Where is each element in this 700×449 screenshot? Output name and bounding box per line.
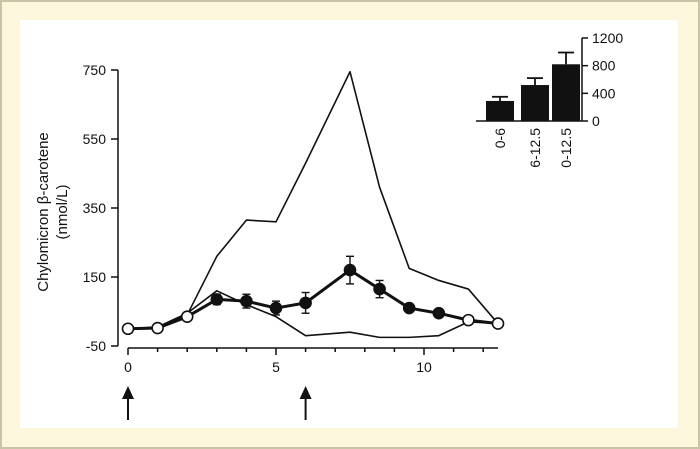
inset-y-tick-label: 800 [592, 58, 616, 74]
y-tick-label: -50 [86, 338, 106, 354]
y-tick-label: 750 [83, 62, 107, 78]
data-point [180, 310, 194, 323]
data-point [151, 321, 164, 335]
data-point [402, 301, 416, 315]
inset-bar [521, 85, 549, 121]
y-tick-label: 550 [83, 131, 107, 147]
data-point [432, 306, 446, 320]
inset-y-tick-label: 0 [592, 113, 600, 129]
dose-arrow-head [299, 386, 312, 399]
data-point [299, 296, 312, 310]
inset-bar [552, 64, 580, 121]
inset-y-tick-label: 1200 [592, 30, 623, 46]
x-tick-label: 5 [272, 359, 280, 375]
inset-y-tick-label: 400 [592, 85, 616, 101]
x-tick-label: 10 [416, 359, 432, 375]
data-point [210, 293, 224, 306]
y-axis-label-line2: (nmol/L) [54, 184, 71, 239]
series-line-upper-range [127, 70, 499, 330]
inset-category-label: 6-12.5 [527, 128, 543, 168]
data-point [373, 282, 386, 296]
data-point [121, 322, 135, 336]
data-point [491, 317, 505, 330]
data-point [343, 263, 357, 277]
main-chart-series [121, 70, 505, 339]
y-tick-label: 150 [83, 269, 107, 285]
main-chart-axes: -50 150 350 550 750 0 5 10 [83, 62, 498, 420]
inset-bar [486, 100, 514, 121]
data-point [240, 294, 253, 308]
y-axis-label-line1: Chylomicron β-carotene [35, 132, 52, 292]
data-point [269, 301, 283, 315]
x-tick-label: 0 [124, 359, 132, 375]
inset-category-label: 0-12.5 [558, 128, 574, 168]
inset-bar-chart: 0 400 800 1200 0-6 6-12.5 0-12.5 [476, 30, 623, 168]
dose-arrow-head [122, 386, 134, 399]
inset-category-label: 0-6 [492, 128, 508, 148]
y-tick-label: 350 [83, 200, 107, 216]
data-point [462, 313, 475, 327]
